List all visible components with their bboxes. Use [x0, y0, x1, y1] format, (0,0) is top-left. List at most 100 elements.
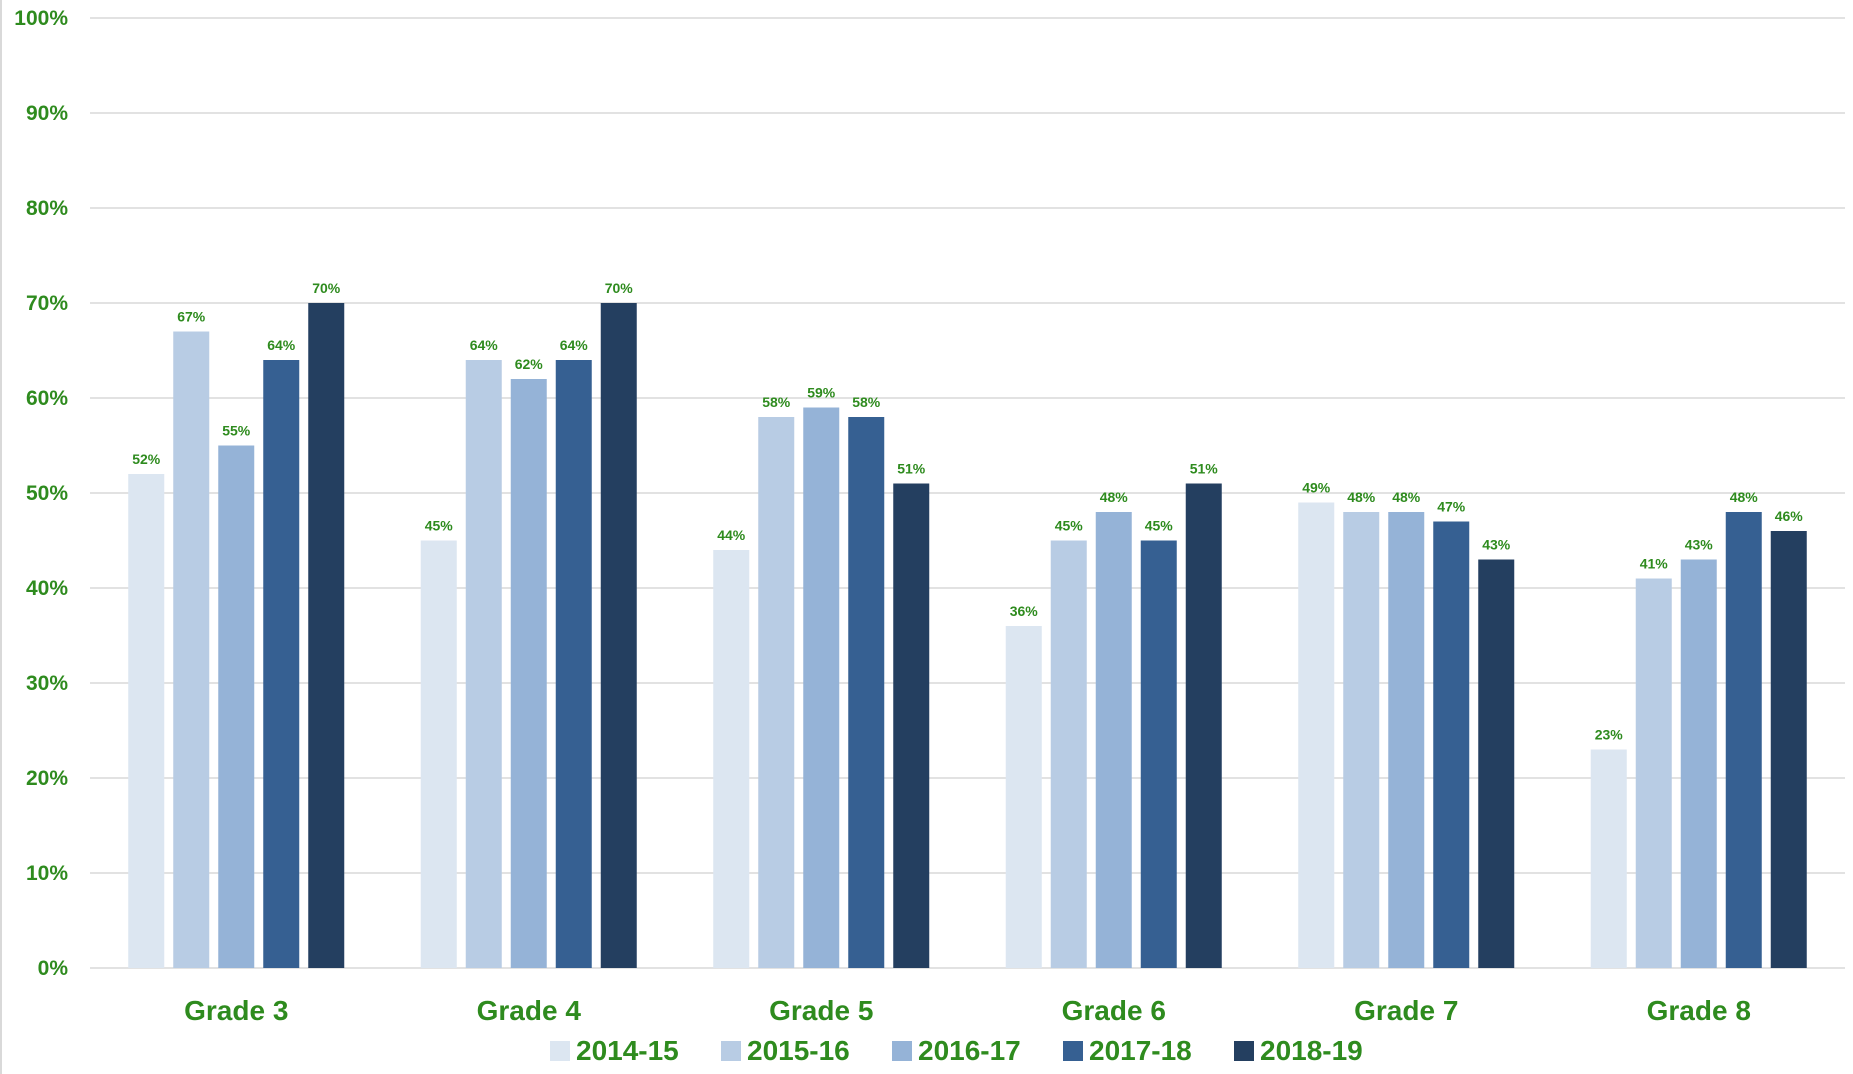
data-label: 41% [1640, 556, 1669, 572]
bar-2017-18-grade-6 [1140, 540, 1177, 968]
legend-swatch [550, 1041, 570, 1061]
legend-label: 2015-16 [747, 1035, 850, 1066]
data-label: 51% [897, 461, 926, 477]
y-tick-label: 50% [26, 482, 68, 505]
data-label: 48% [1730, 489, 1759, 505]
y-tick-label: 70% [26, 292, 68, 315]
bar-2014-15-grade-5 [713, 550, 750, 968]
y-tick-label: 0% [38, 957, 69, 980]
data-label: 49% [1302, 480, 1331, 496]
y-tick-label: 90% [26, 102, 68, 125]
data-label: 48% [1347, 489, 1376, 505]
bar-2015-16-grade-7 [1343, 512, 1380, 968]
bar-2017-18-grade-3 [263, 360, 300, 968]
data-label: 70% [605, 280, 634, 296]
y-tick-label: 100% [14, 7, 68, 30]
chart-border [0, 0, 2, 1074]
data-label: 45% [425, 518, 454, 534]
bar-2014-15-grade-7 [1298, 502, 1335, 968]
bar-2016-17-grade-8 [1680, 559, 1717, 968]
data-label: 44% [717, 527, 746, 543]
x-tick-label: Grade 7 [1354, 995, 1458, 1026]
x-tick-label: Grade 4 [477, 995, 582, 1026]
bar-2018-19-grade-5 [893, 483, 930, 968]
bar-2016-17-grade-6 [1095, 512, 1132, 968]
bar-2017-18-grade-4 [555, 360, 592, 968]
legend-item-2016-17[interactable]: 2016-17 [892, 1035, 1021, 1066]
data-label: 48% [1392, 489, 1421, 505]
data-label: 45% [1055, 518, 1084, 534]
bar-2017-18-grade-8 [1725, 512, 1762, 968]
data-label: 55% [222, 423, 251, 439]
bar-2017-18-grade-7 [1433, 521, 1470, 968]
data-label: 64% [267, 337, 296, 353]
data-labels: 52% 67% 55% 64% 70% 45% 64% 62% 64% 70% 44% 58% 59% 5… [132, 280, 1803, 743]
bar-2016-17-grade-7 [1388, 512, 1425, 968]
data-label: 47% [1437, 499, 1466, 515]
bar-2018-19-grade-4 [600, 303, 637, 968]
data-label: 23% [1595, 727, 1624, 743]
bar-2014-15-grade-3 [128, 474, 165, 968]
y-tick-label: 60% [26, 387, 68, 410]
bar-2018-19-grade-3 [308, 303, 345, 968]
bar-2016-17-grade-4 [510, 379, 547, 968]
bar-2015-16-grade-6 [1050, 540, 1087, 968]
bar-2018-19-grade-6 [1185, 483, 1222, 968]
bar-2015-16-grade-8 [1635, 578, 1672, 968]
data-label: 51% [1190, 461, 1219, 477]
data-label: 48% [1100, 489, 1129, 505]
y-tick-label: 30% [26, 672, 68, 695]
bar-2016-17-grade-3 [218, 445, 255, 968]
bar-2018-19-grade-8 [1770, 531, 1807, 968]
legend-item-2017-18[interactable]: 2017-18 [1063, 1035, 1192, 1066]
bar-2015-16-grade-5 [758, 417, 795, 968]
x-tick-label: Grade 8 [1647, 995, 1751, 1026]
legend-label: 2017-18 [1089, 1035, 1192, 1066]
bars [128, 303, 1807, 968]
legend-swatch [1234, 1041, 1254, 1061]
legend-swatch [1063, 1041, 1083, 1061]
data-label: 70% [312, 280, 341, 296]
y-tick-label: 80% [26, 197, 68, 220]
x-axis-ticks: Grade 3 Grade 4 Grade 5 Grade 6 Grade 7 Grade… [184, 995, 1751, 1026]
y-tick-label: 10% [26, 862, 68, 885]
x-tick-label: Grade 6 [1062, 995, 1166, 1026]
bar-2018-19-grade-7 [1478, 559, 1515, 968]
legend-label: 2014-15 [576, 1035, 679, 1066]
data-label: 45% [1145, 518, 1174, 534]
data-label: 67% [177, 309, 206, 325]
data-label: 64% [560, 337, 589, 353]
bar-2015-16-grade-4 [465, 360, 502, 968]
legend-swatch [721, 1041, 741, 1061]
y-tick-label: 40% [26, 577, 68, 600]
data-label: 52% [132, 451, 161, 467]
x-tick-label: Grade 3 [184, 995, 288, 1026]
data-label: 62% [515, 356, 544, 372]
data-label: 46% [1775, 508, 1804, 524]
x-tick-label: Grade 5 [769, 995, 873, 1026]
data-label: 36% [1010, 603, 1039, 619]
data-label: 43% [1482, 537, 1511, 553]
y-tick-label: 20% [26, 767, 68, 790]
legend-label: 2018-19 [1260, 1035, 1363, 1066]
legend-swatch [892, 1041, 912, 1061]
legend-label: 2016-17 [918, 1035, 1021, 1066]
data-label: 58% [852, 394, 881, 410]
legend[interactable]: 2014-15 2015-16 2016-17 2017-18 2018-19 [550, 1035, 1363, 1066]
data-label: 59% [807, 385, 836, 401]
legend-item-2015-16[interactable]: 2015-16 [721, 1035, 850, 1066]
bar-2014-15-grade-4 [420, 540, 457, 968]
legend-item-2014-15[interactable]: 2014-15 [550, 1035, 679, 1066]
gridlines [90, 17, 1845, 969]
bar-2017-18-grade-5 [848, 417, 885, 968]
y-axis-ticks: 0% 10% 20% 30% 40% 50% 60% 70% 80% 90% 100% [14, 7, 68, 980]
data-label: 43% [1685, 537, 1714, 553]
bar-2014-15-grade-8 [1590, 749, 1627, 968]
legend-item-2018-19[interactable]: 2018-19 [1234, 1035, 1363, 1066]
bar-2015-16-grade-3 [173, 331, 210, 968]
data-label: 58% [762, 394, 791, 410]
bar-2016-17-grade-5 [803, 407, 840, 968]
bar-2014-15-grade-6 [1005, 626, 1042, 968]
